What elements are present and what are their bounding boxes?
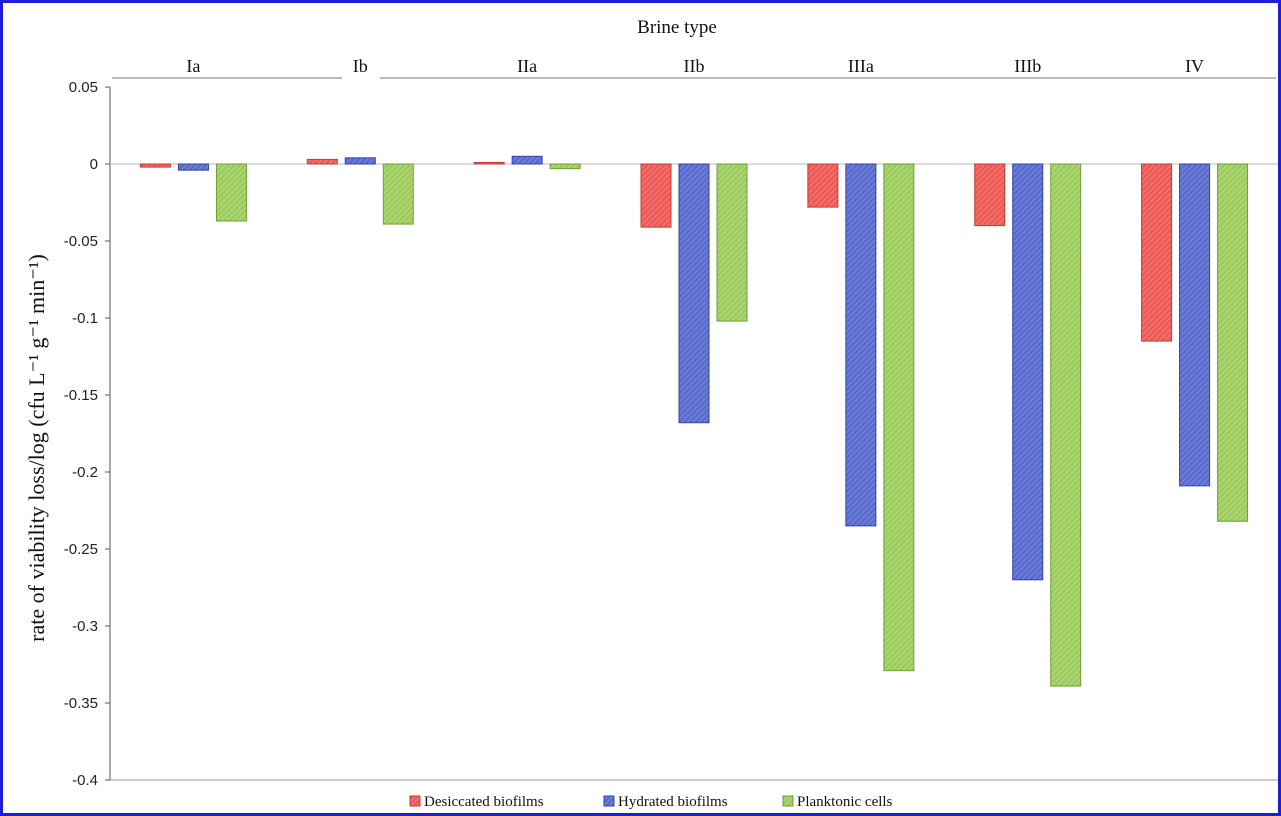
y-tick-label: -0.35 <box>64 695 98 712</box>
bar-desiccated-biofilms-iia <box>473 161 505 165</box>
category-labels: Ia Ib IIa IIb IIIa IIIb IV <box>186 56 1204 76</box>
legend-swatch <box>782 795 794 807</box>
bars <box>139 155 1249 687</box>
y-tick-label: -0.25 <box>64 541 98 558</box>
bar-hydrated-biofilms-iia <box>511 155 543 165</box>
chart-title: Brine type <box>637 17 717 38</box>
y-tick-label: -0.3 <box>72 618 98 635</box>
bar-hydrated-biofilms-iiib <box>1012 163 1044 581</box>
y-tick-label: -0.2 <box>72 464 98 481</box>
y-tick-label: 0.05 <box>69 79 98 96</box>
category-label: IIb <box>684 56 705 76</box>
bar-desiccated-biofilms-iib <box>640 163 672 228</box>
bar-hydrated-biofilms-iiia <box>845 163 877 527</box>
bar-planktonic-cells-iiib <box>1050 163 1082 687</box>
legend-label: Hydrated biofilms <box>618 794 728 810</box>
y-tick-label: -0.1 <box>72 310 98 327</box>
category-label: IIa <box>517 56 537 76</box>
bar-desiccated-biofilms-ia <box>139 163 171 168</box>
legend-swatch <box>603 795 615 807</box>
legend-label: Planktonic cells <box>797 794 893 810</box>
bar-planktonic-cells-iiia <box>883 163 915 672</box>
bar-hydrated-biofilms-iib <box>678 163 710 424</box>
y-axis-label: rate of viability loss/log (cfu L⁻¹ g⁻¹ … <box>24 254 49 642</box>
bar-planktonic-cells-ia <box>215 163 247 222</box>
y-tick-label: -0.4 <box>72 772 98 789</box>
bar-desiccated-biofilms-iv <box>1141 163 1173 342</box>
bar-hydrated-biofilms-iv <box>1179 163 1211 487</box>
category-label: Ia <box>186 56 200 76</box>
y-tick-label: -0.15 <box>64 387 98 404</box>
y-tick-label: -0.05 <box>64 233 98 250</box>
y-tick-label: 0 <box>90 156 98 173</box>
category-label: Ib <box>353 56 368 76</box>
bar-planktonic-cells-iib <box>716 163 748 322</box>
legend: Desiccated biofilms Hydrated biofilms Plan… <box>409 794 893 810</box>
bar-desiccated-biofilms-iiia <box>807 163 839 208</box>
axes: 0.05 0 -0.05 -0.1 -0.15 -0.2 -0.25 -0.3 -0.35 -0.… <box>64 77 1278 789</box>
legend-swatch <box>409 795 421 807</box>
category-label: IV <box>1185 56 1204 76</box>
bar-desiccated-biofilms-iiib <box>974 163 1006 227</box>
category-label: IIIb <box>1014 56 1041 76</box>
bar-planktonic-cells-iv <box>1217 163 1249 522</box>
bar-hydrated-biofilms-ia <box>177 163 209 171</box>
bar-planktonic-cells-iia <box>549 163 581 170</box>
legend-label: Desiccated biofilms <box>424 794 544 810</box>
bar-desiccated-biofilms-ib <box>306 158 338 165</box>
bar-hydrated-biofilms-ib <box>344 157 376 165</box>
category-label: IIIa <box>848 56 874 76</box>
y-axis-title: rate of viability loss/log (cfu L⁻¹ g⁻¹ … <box>24 254 49 642</box>
bar-planktonic-cells-ib <box>382 163 414 225</box>
